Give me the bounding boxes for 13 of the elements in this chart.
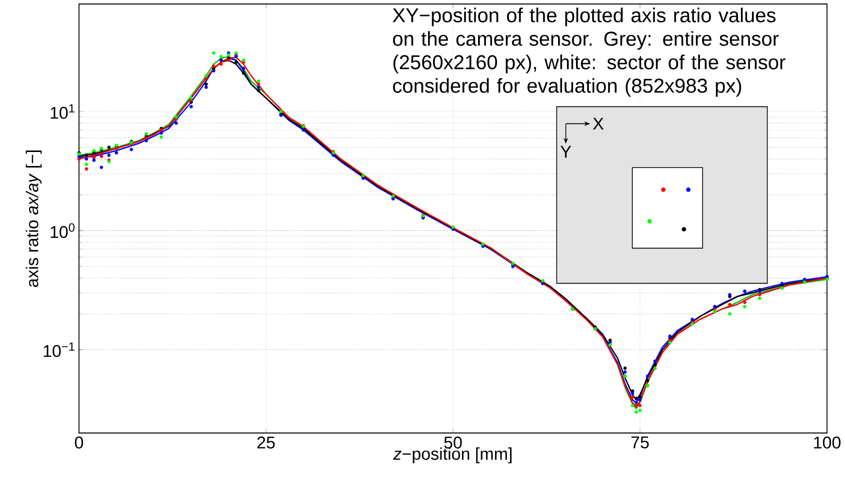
annotation: X xyxy=(592,118,604,130)
x-tick-label: 25 xyxy=(257,436,275,449)
x-tick-label: 100 xyxy=(814,436,841,449)
y-tick-label: 10$^{−1}$ xyxy=(44,342,74,358)
y-tick-label: 10$^{0}$ xyxy=(50,223,75,238)
annotation: Y xyxy=(560,146,572,158)
y-tick-label: 10$^{1}$ xyxy=(50,104,74,119)
text: XY−position of the plotted axis ratio values on the camera sensor. Grey: entire sensor (2560x2160 px), white: sector of the sensor considered for evaluation (852x983 px) xyxy=(392,8,786,97)
x-tick-label: 0 xyxy=(74,436,84,449)
x-axis-title: z−position [mm] xyxy=(393,447,512,464)
x-tick-label: 50 xyxy=(444,436,462,449)
x-tick-label: 75 xyxy=(631,436,649,448)
y-axis-title: axis ratio ax/ay [−] xyxy=(26,150,42,287)
